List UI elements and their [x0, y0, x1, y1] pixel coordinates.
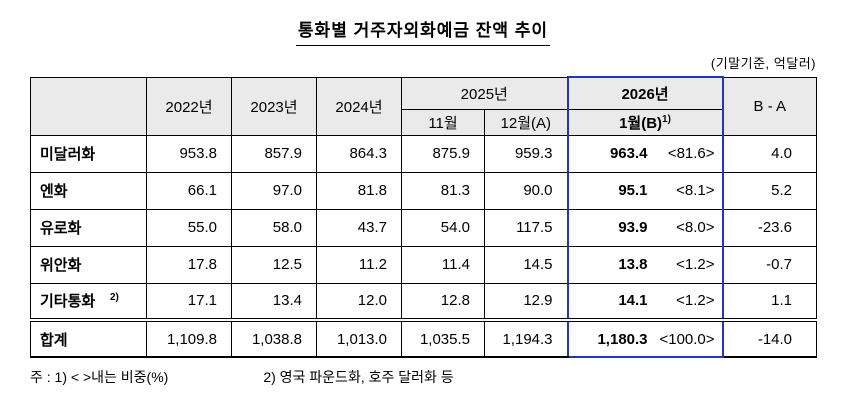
value-nov: 1,035.5 [401, 318, 485, 358]
value-2023: 857.9 [231, 134, 317, 173]
value-2024: 1,013.0 [316, 318, 402, 358]
col-header-nov: 11월 [401, 108, 485, 136]
value-2022: 66.1 [146, 171, 232, 210]
value-2022: 953.8 [146, 134, 232, 173]
header-row-1: 2022년 2023년 2024년 2025년 2026년 B - A [30, 76, 818, 136]
corner-cell [30, 76, 147, 136]
value-b-minus-a: 4.0 [722, 134, 818, 173]
table-row-other: 기타통화 2) 17.1 13.4 12.0 12.8 12.9 14.1 <1.… [30, 282, 818, 321]
row-label: 미달러화 [30, 134, 147, 173]
value-2023: 1,038.8 [231, 318, 317, 358]
value-2023: 13.4 [231, 282, 317, 321]
value-b-minus-a: -23.6 [722, 208, 818, 247]
col-header-2022: 2022년 [146, 76, 232, 136]
value-nov: 11.4 [401, 245, 485, 284]
value-2022: 1,109.8 [146, 318, 232, 358]
value-jan: 93.9 [566, 208, 657, 247]
value-dec: 12.9 [483, 282, 569, 321]
col-header-2025: 2025년 [400, 76, 569, 110]
col-header-b-minus-a: B - A [722, 76, 818, 136]
share-jan: <1.2> [656, 245, 724, 284]
row-label: 유로화 [30, 208, 147, 247]
value-2022: 55.0 [146, 208, 232, 247]
col-header-2026: 2026년 [566, 76, 724, 110]
footnotes: 주 : 1) < >내는 비중(%) 2) 영국 파운드화, 호주 달러화 등 [30, 367, 816, 387]
share-jan: <1.2> [656, 282, 724, 321]
value-nov: 12.8 [401, 282, 485, 321]
value-2024: 43.7 [316, 208, 402, 247]
value-2023: 12.5 [231, 245, 317, 284]
value-nov: 81.3 [401, 171, 485, 210]
header-row-2: 11월 12월(A) 1월(B)1) [31, 108, 817, 136]
col-header-2023: 2023년 [231, 76, 317, 136]
value-2022: 17.8 [146, 245, 232, 284]
value-nov: 54.0 [401, 208, 485, 247]
row-label: 위안화 [30, 245, 147, 284]
value-dec: 959.3 [483, 134, 569, 173]
value-dec: 1,194.3 [483, 318, 569, 358]
col-header-2024: 2024년 [316, 76, 402, 136]
value-2024: 11.2 [316, 245, 402, 284]
value-2023: 97.0 [231, 171, 317, 210]
value-2022: 17.1 [146, 282, 232, 321]
value-jan: 13.8 [566, 245, 657, 284]
page-title: 통화별 거주자외화예금 잔액 추이 [295, 16, 551, 46]
value-jan: 95.1 [566, 171, 657, 210]
value-jan: 14.1 [566, 282, 657, 321]
row-label: 기타통화 2) [30, 282, 147, 321]
value-2024: 12.0 [316, 282, 402, 321]
table-row-total: 합계 1,109.8 1,038.8 1,013.0 1,035.5 1,194… [30, 318, 818, 358]
table-row-yuan: 위안화 17.8 12.5 11.2 11.4 14.5 13.8 <1.2> … [30, 245, 818, 284]
footnote-ref-1: 1) [662, 113, 671, 125]
footnote-2: 2) 영국 파운드화, 호주 달러화 등 [263, 369, 454, 385]
value-jan: 1,180.3 [566, 318, 657, 358]
row-label-total: 합계 [30, 318, 147, 358]
value-nov: 875.9 [401, 134, 485, 173]
col-header-jan-label: 1월(B) [619, 114, 663, 132]
share-jan: <81.6> [656, 134, 724, 173]
table-row-yen: 엔화 66.1 97.0 81.8 81.3 90.0 95.1 <8.1> 5… [30, 171, 818, 210]
title-area: 통화별 거주자외화예금 잔액 추이 [0, 16, 846, 46]
value-b-minus-a: -0.7 [722, 245, 818, 284]
value-b-minus-a: -14.0 [722, 318, 818, 358]
unit-note: (기말기준, 억달러) [710, 56, 816, 71]
value-2023: 58.0 [231, 208, 317, 247]
table-row-usd: 미달러화 953.8 857.9 864.3 875.9 959.3 963.4… [30, 134, 818, 173]
share-jan: <8.0> [656, 208, 724, 247]
col-header-jan: 1월(B)1) [566, 108, 724, 136]
col-header-dec: 12월(A) [483, 108, 569, 136]
footnote-1: 주 : 1) < >내는 비중(%) [30, 369, 169, 385]
value-jan: 963.4 [566, 134, 657, 173]
value-b-minus-a: 5.2 [722, 171, 818, 210]
share-jan: <8.1> [656, 171, 724, 210]
value-dec: 90.0 [483, 171, 569, 210]
value-b-minus-a: 1.1 [722, 282, 818, 321]
table-row-euro: 유로화 55.0 58.0 43.7 54.0 117.5 93.9 <8.0>… [30, 208, 818, 247]
value-dec: 14.5 [483, 245, 569, 284]
share-jan: <100.0> [656, 318, 724, 358]
value-2024: 81.8 [316, 171, 402, 210]
row-label: 엔화 [30, 171, 147, 210]
value-2024: 864.3 [316, 134, 402, 173]
deposit-balance-table: 2022년 2023년 2024년 2025년 2026년 B - A 11월 … [30, 76, 818, 358]
footnote-ref-2: 2) [110, 292, 119, 304]
value-dec: 117.5 [483, 208, 569, 247]
